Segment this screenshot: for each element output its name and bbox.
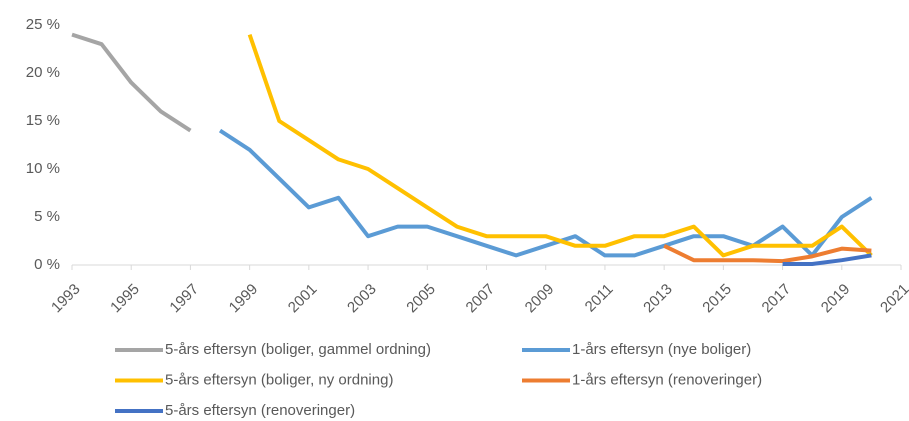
series-line (782, 253, 872, 267)
x-tick-label: 1997 (166, 281, 202, 317)
series-line (663, 244, 872, 264)
legend-label: 5-års eftersyn (boliger, ny ordning) (165, 371, 393, 388)
legend-label: 1-års eftersyn (renoveringer) (572, 371, 762, 388)
x-tick-label: 2015 (699, 281, 735, 317)
x-tick-label: 1993 (48, 281, 84, 317)
legend-label: 5-års eftersyn (renoveringer) (165, 402, 355, 419)
x-tick-label: 2005 (403, 281, 439, 317)
y-tick-label: 5 % (34, 208, 60, 225)
y-tick-label: 15 % (26, 112, 60, 129)
x-tick-label: 2011 (582, 281, 617, 316)
y-tick-label: 25 % (26, 16, 60, 33)
series-line (71, 32, 192, 133)
series-line (247, 33, 873, 258)
series-line (218, 128, 873, 258)
y-tick-label: 20 % (26, 64, 60, 81)
x-tick-label: 2013 (640, 281, 676, 317)
x-tick-label: 2019 (818, 281, 854, 317)
x-tick-label: 2021 (877, 281, 909, 317)
x-tick-label: 1999 (226, 281, 262, 317)
legend-label: 5-års eftersyn (boliger, gammel ordning) (165, 341, 431, 358)
legend-label: 1-års eftersyn (nye boliger) (572, 341, 751, 358)
x-tick-label: 2009 (522, 281, 558, 317)
x-tick-label: 2017 (759, 281, 795, 317)
y-tick-label: 10 % (26, 160, 60, 177)
y-tick-label: 0 % (34, 256, 60, 273)
x-tick-label: 2007 (463, 281, 499, 317)
x-tick-label: 2003 (344, 281, 380, 317)
x-tick-label: 2001 (285, 281, 321, 317)
x-tick-label: 1995 (107, 281, 143, 317)
